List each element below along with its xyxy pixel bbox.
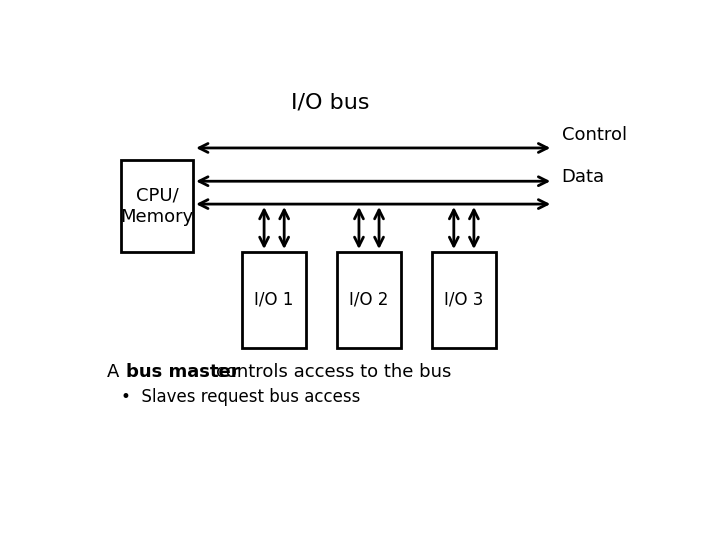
Text: A: A [107,363,125,381]
Text: I/O 1: I/O 1 [254,291,294,309]
Text: •  Slaves request bus access: • Slaves request bus access [121,388,360,407]
Text: Control: Control [562,126,626,145]
Bar [432,252,496,348]
Text: Data: Data [562,168,605,186]
Text: I/O 2: I/O 2 [349,291,389,309]
Text: bus master: bus master [126,363,240,381]
Text: I/O 3: I/O 3 [444,291,484,309]
Text: controls access to the bus: controls access to the bus [215,363,451,381]
Text: I/O bus: I/O bus [291,92,369,112]
Bar [242,252,306,348]
Bar [121,160,193,252]
Text: CPU/
Memory: CPU/ Memory [120,187,194,226]
Bar [337,252,401,348]
